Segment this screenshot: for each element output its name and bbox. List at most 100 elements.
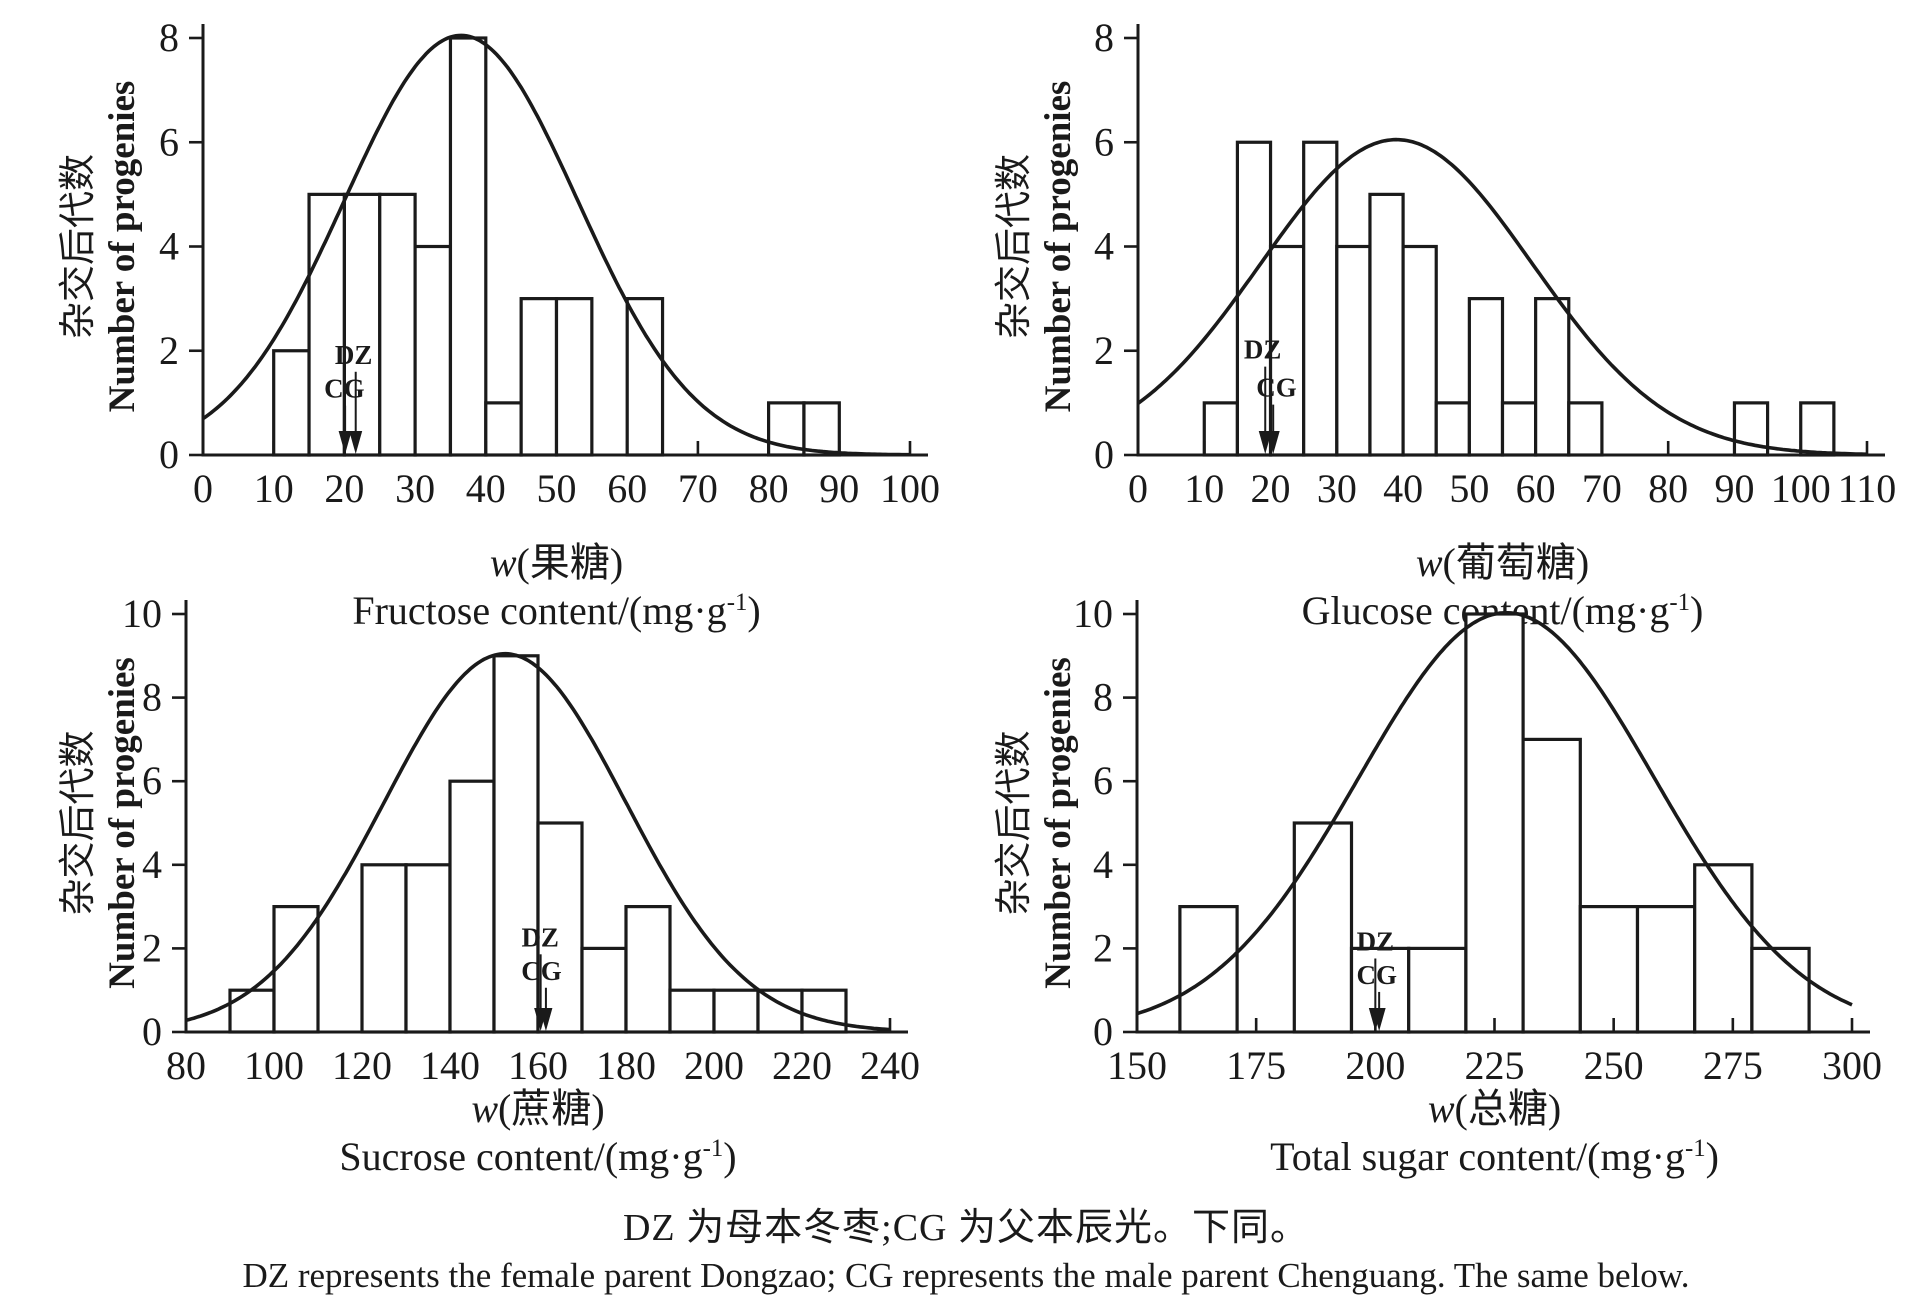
parent-marker-label-cg: CG: [1357, 960, 1398, 990]
histogram-bar: [448, 779, 496, 1034]
x-tick-label: 50: [537, 466, 577, 511]
x-tick-label: 20: [324, 466, 364, 511]
x-tick-label: 10: [1184, 466, 1224, 511]
y-axis-title-en: Number of progenies: [102, 81, 143, 413]
x-tick-label: 200: [684, 1043, 744, 1088]
histogram-bar: [1368, 192, 1405, 457]
histogram-bar: [1401, 244, 1438, 457]
parent-marker-label-dz: DZ: [335, 340, 373, 370]
histogram-bar: [624, 904, 672, 1034]
x-tick-label: 240: [860, 1043, 920, 1088]
histogram-bar: [802, 401, 841, 457]
x-tick-label: 100: [880, 466, 940, 511]
x-tick-label: 80: [166, 1043, 206, 1088]
histogram-bar: [307, 192, 346, 457]
y-axis-title-en: Number of progenies: [102, 657, 143, 989]
parent-marker-arrowhead: [338, 431, 352, 454]
y-axis-title-cn: 杂交后代数: [57, 731, 99, 916]
y-tick-label: 4: [159, 224, 179, 269]
histogram-bar: [1567, 401, 1604, 457]
x-tick-label: 10: [254, 466, 294, 511]
x-tick-label: 0: [1128, 466, 1148, 511]
histogram-bar: [1500, 401, 1538, 457]
parent-marker-label-dz: DZ: [521, 922, 559, 952]
y-tick-label: 8: [1093, 675, 1113, 720]
x-axis-title-cn: w(总糖): [1428, 1086, 1561, 1131]
y-tick-label: 4: [1094, 224, 1114, 269]
parent-marker-arrowhead: [349, 431, 363, 454]
histogram-bar: [1268, 244, 1306, 457]
histogram-bar: [342, 192, 382, 457]
x-tick-label: 50: [1449, 466, 1489, 511]
x-tick-label: 110: [1838, 466, 1897, 511]
x-tick-label: 30: [1317, 466, 1357, 511]
y-tick-label: 10: [1073, 591, 1113, 636]
parent-marker-arrowhead: [1266, 431, 1280, 454]
histogram-bar: [1335, 244, 1372, 457]
histogram-bar: [1799, 401, 1836, 457]
histogram-bar: [1407, 946, 1468, 1034]
y-tick-label: 0: [1094, 432, 1114, 477]
parent-marker-label-dz: DZ: [1357, 926, 1395, 956]
footnote-english: DZ represents the female parent Dongzao;…: [242, 1256, 1690, 1295]
chart-total-sugar: 0 2 4 6 8 10 150 175 200 225 250 275 300 DZ CG w(总糖)Tot…: [993, 591, 1882, 1179]
histogram-bar: [484, 401, 523, 457]
histogram-bar: [272, 349, 311, 457]
parent-marker-label-cg: CG: [521, 956, 562, 986]
x-tick-label: 250: [1584, 1043, 1644, 1088]
histogram-bar: [1750, 946, 1811, 1034]
x-tick-label: 90: [819, 466, 859, 511]
x-tick-label: 60: [1516, 466, 1556, 511]
y-tick-label: 4: [142, 842, 162, 887]
histogram-bar: [1464, 612, 1525, 1034]
x-axis-title-cn: w(葡萄糖): [1416, 540, 1589, 585]
histogram-bar: [1578, 904, 1640, 1034]
parent-marker-arrowhead: [539, 1008, 553, 1031]
histogram-bar: [800, 988, 848, 1034]
y-tick-label: 0: [1093, 1009, 1113, 1054]
y-tick-label: 4: [1093, 842, 1113, 887]
parent-marker-label-cg: CG: [324, 374, 365, 404]
normal-distribution-curve: [1136, 611, 1853, 1016]
x-tick-label: 120: [332, 1043, 392, 1088]
y-axis-title-cn: 杂交后代数: [993, 154, 1035, 339]
normal-distribution-curve: [185, 651, 891, 1032]
histogram-bar: [1467, 297, 1505, 457]
x-tick-label: 140: [420, 1043, 480, 1088]
y-tick-label: 8: [159, 15, 179, 60]
histogram-bar: [712, 988, 760, 1034]
histogram-bar: [580, 946, 628, 1034]
parent-marker-label-cg: CG: [1256, 373, 1297, 403]
y-axis-title-en: Number of progenies: [1038, 657, 1079, 989]
x-tick-label: 0: [193, 466, 213, 511]
normal-distribution-curve: [1136, 137, 1867, 456]
x-tick-label: 70: [1582, 466, 1622, 511]
y-tick-label: 6: [1093, 758, 1113, 803]
x-tick-label: 40: [1383, 466, 1423, 511]
histogram-bar: [228, 988, 276, 1034]
y-tick-label: 2: [1093, 925, 1113, 970]
x-tick-label: 40: [466, 466, 506, 511]
y-axis-title-cn: 杂交后代数: [993, 731, 1035, 916]
y-tick-label: 6: [159, 119, 179, 164]
histogram-bar: [404, 863, 452, 1034]
x-tick-label: 20: [1251, 466, 1291, 511]
y-tick-label: 10: [122, 591, 162, 636]
parent-marker-label-dz: DZ: [1244, 335, 1282, 365]
x-axis-title-en: Total sugar content/(mg·g-1): [1270, 1134, 1719, 1179]
histogram-bar: [668, 988, 716, 1034]
histogram-bar: [378, 192, 417, 457]
parent-marker-arrowhead: [1372, 1008, 1386, 1031]
histogram-bar: [413, 244, 453, 457]
x-tick-label: 275: [1703, 1043, 1763, 1088]
y-tick-label: 0: [142, 1009, 162, 1054]
y-tick-label: 8: [142, 675, 162, 720]
x-tick-label: 220: [772, 1043, 832, 1088]
x-axis-title-en: Sucrose content/(mg·g-1): [339, 1134, 736, 1179]
x-tick-label: 70: [678, 466, 718, 511]
chart-sucrose: 0 2 4 6 8 10 80 100 120 140 160 180 200 220 240 DZ CG w(蔗…: [57, 591, 920, 1179]
histogram-bar: [1292, 821, 1354, 1034]
